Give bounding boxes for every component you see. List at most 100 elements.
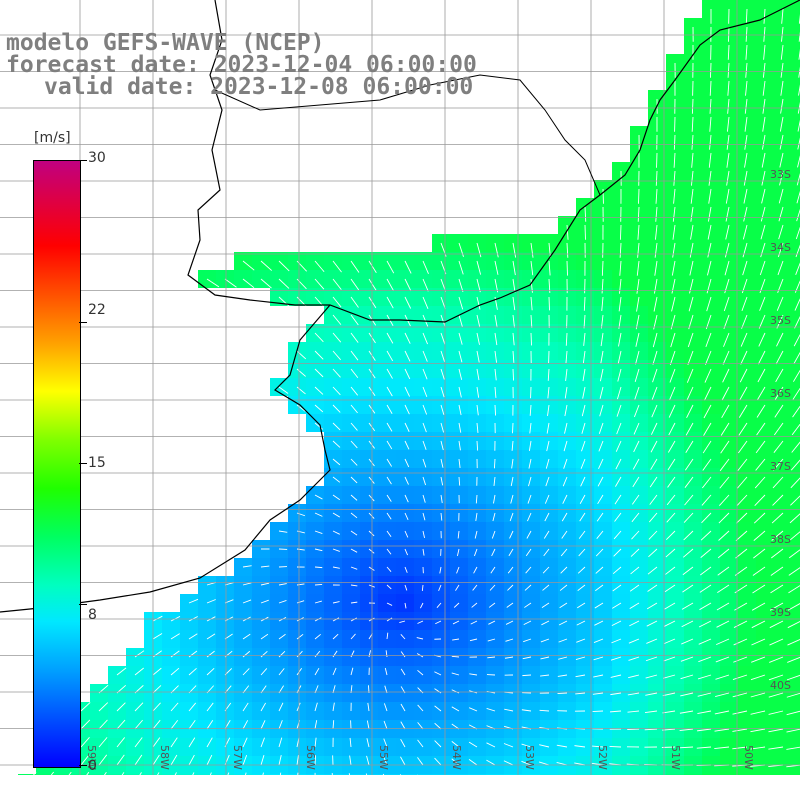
wind-speed-cell bbox=[792, 648, 800, 666]
wind-arrow bbox=[637, 224, 640, 240]
wind-arrow bbox=[733, 638, 748, 646]
wind-arrow bbox=[788, 567, 800, 576]
wind-speed-cell bbox=[792, 324, 800, 342]
wind-arrow bbox=[653, 278, 658, 294]
wind-arrow bbox=[350, 667, 354, 676]
wind-arrow bbox=[773, 440, 784, 453]
wind-arrow bbox=[740, 332, 748, 347]
wind-arrow bbox=[530, 260, 534, 276]
wind-speed-cell bbox=[792, 540, 800, 558]
wind-arrow bbox=[672, 206, 676, 222]
wind-arrow bbox=[367, 702, 370, 712]
wind-arrow bbox=[386, 296, 394, 309]
wind-arrow bbox=[681, 602, 694, 610]
wind-arrow bbox=[206, 633, 216, 640]
wind-arrow bbox=[386, 260, 395, 274]
wind-arrow bbox=[296, 650, 303, 658]
wind-arrow bbox=[613, 530, 622, 540]
wind-arrow bbox=[655, 188, 658, 204]
wind-arrow bbox=[597, 494, 604, 505]
wind-arrow bbox=[563, 440, 568, 452]
wind-arrow bbox=[754, 476, 766, 489]
wind-arrow bbox=[744, 134, 748, 150]
wind-arrow bbox=[578, 530, 586, 539]
wind-arrow bbox=[224, 278, 237, 288]
wind-arrow bbox=[314, 566, 323, 569]
wind-arrow bbox=[649, 476, 658, 488]
wind-arrow bbox=[770, 584, 784, 594]
wind-arrow bbox=[740, 350, 748, 365]
wind-arrow bbox=[647, 566, 658, 575]
wind-speed-cell bbox=[792, 162, 800, 180]
wind-arrow bbox=[654, 242, 658, 258]
wind-arrow bbox=[561, 530, 568, 539]
wind-arrow bbox=[512, 332, 515, 346]
wind-arrow bbox=[768, 746, 784, 750]
wind-arrow bbox=[422, 368, 428, 380]
wind-arrow bbox=[719, 476, 730, 489]
wind-arrow bbox=[768, 728, 784, 733]
wind-arrow bbox=[686, 386, 694, 401]
wind-arrow bbox=[368, 512, 375, 519]
wind-arrow bbox=[422, 350, 428, 362]
wind-arrow bbox=[422, 530, 425, 539]
bottom-margin bbox=[0, 775, 800, 800]
wind-arrow bbox=[787, 621, 800, 629]
wind-arrow bbox=[665, 566, 676, 575]
wind-speed-cell bbox=[792, 720, 800, 738]
wind-arrow bbox=[206, 754, 213, 766]
wind-arrow bbox=[188, 720, 196, 730]
wind-arrow bbox=[610, 692, 622, 696]
wind-arrow bbox=[557, 674, 568, 677]
wind-arrow bbox=[732, 710, 748, 715]
wind-arrow bbox=[742, 260, 748, 276]
wind-arrow bbox=[631, 494, 640, 505]
wind-arrow bbox=[134, 754, 143, 766]
wind-arrow bbox=[116, 754, 125, 766]
wind-arrow bbox=[611, 620, 622, 627]
wind-arrow bbox=[386, 278, 394, 291]
wind-arrow bbox=[738, 404, 748, 418]
wind-arrow bbox=[741, 296, 748, 312]
wind-arrow bbox=[777, 242, 784, 258]
wind-arrow bbox=[494, 242, 499, 258]
wind-arrow bbox=[188, 633, 198, 640]
wind-arrow bbox=[417, 669, 424, 676]
wind-arrow bbox=[753, 548, 766, 559]
wind-arrow bbox=[386, 386, 393, 397]
wind-arrow bbox=[510, 494, 514, 504]
wind-arrow bbox=[400, 633, 406, 640]
legend-tick-mark bbox=[79, 322, 87, 323]
wind-arrow bbox=[582, 386, 586, 399]
wind-arrow bbox=[530, 296, 533, 311]
wind-arrow bbox=[332, 530, 340, 535]
wind-arrow bbox=[596, 512, 604, 522]
wind-arrow bbox=[404, 494, 409, 503]
wind-arrow bbox=[505, 620, 514, 625]
wind-arrow bbox=[700, 530, 712, 541]
wind-arrow bbox=[787, 656, 800, 663]
wind-arrow bbox=[494, 386, 497, 398]
wind-arrow bbox=[134, 702, 144, 712]
wind-arrow bbox=[332, 494, 341, 501]
wind-arrow bbox=[718, 530, 730, 541]
wind-arrow bbox=[679, 728, 694, 731]
wind-arrow bbox=[629, 620, 640, 627]
wind-arrow bbox=[618, 332, 622, 347]
wind-arrow bbox=[278, 260, 290, 272]
wind-arrow bbox=[296, 404, 306, 412]
latitude-label: 34S bbox=[770, 241, 791, 254]
wind-arrow bbox=[790, 459, 800, 471]
wind-arrow bbox=[672, 242, 676, 258]
wind-arrow bbox=[580, 476, 586, 487]
wind-arrow bbox=[776, 332, 784, 347]
latitude-label: 38S bbox=[770, 533, 791, 546]
model-title: modelo GEFS-WAVE (NCEP) bbox=[6, 30, 325, 56]
wind-arrow bbox=[404, 566, 408, 573]
wind-arrow bbox=[757, 368, 766, 383]
wind-arrow bbox=[682, 548, 694, 558]
wind-arrow bbox=[564, 404, 568, 417]
wind-arrow bbox=[592, 745, 604, 748]
wind-arrow bbox=[787, 603, 800, 611]
wind-arrow bbox=[565, 350, 568, 364]
